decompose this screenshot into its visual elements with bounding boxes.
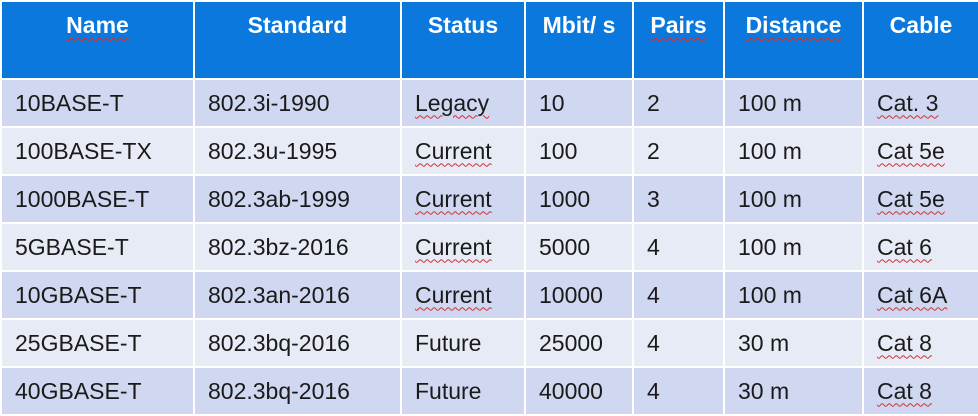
- cell-cable: Cat. 3: [862, 78, 978, 128]
- cell-distance: 30 m: [723, 318, 864, 368]
- cell-standard: 802.3i-1990: [193, 78, 402, 128]
- cell-mbits: 100: [524, 126, 634, 176]
- cell-name: 10GBASE-T: [0, 270, 195, 320]
- header-name: Name: [0, 0, 195, 80]
- header-cable: Cable: [862, 0, 978, 80]
- cell-name: 1000BASE-T: [0, 174, 195, 224]
- cell-status: Current: [400, 126, 526, 176]
- cell-name: 5GBASE-T: [0, 222, 195, 272]
- header-status: Status: [400, 0, 526, 80]
- cell-distance: 100 m: [723, 126, 864, 176]
- cell-pairs: 4: [632, 366, 725, 416]
- cell-cable: Cat 5e: [862, 126, 978, 176]
- cell-distance: 100 m: [723, 222, 864, 272]
- cell-status: Future: [400, 318, 526, 368]
- cell-mbits: 25000: [524, 318, 634, 368]
- header-standard: Standard: [193, 0, 402, 80]
- cell-mbits: 10: [524, 78, 634, 128]
- table-row: 10BASE-T 802.3i-1990 Legacy 10 2 100 m C…: [0, 78, 978, 128]
- cell-distance: 30 m: [723, 366, 864, 416]
- cell-cable: Cat 5e: [862, 174, 978, 224]
- cell-standard: 802.3u-1995: [193, 126, 402, 176]
- cell-name: 10BASE-T: [0, 78, 195, 128]
- table-row: 25GBASE-T 802.3bq-2016 Future 25000 4 30…: [0, 318, 978, 368]
- cell-distance: 100 m: [723, 78, 864, 128]
- header-mbits: Mbit/ s: [524, 0, 634, 80]
- table-row: 100BASE-TX 802.3u-1995 Current 100 2 100…: [0, 126, 978, 176]
- cell-pairs: 2: [632, 78, 725, 128]
- cell-cable: Cat 6: [862, 222, 978, 272]
- header-pairs: Pairs: [632, 0, 725, 80]
- table-row: 5GBASE-T 802.3bz-2016 Current 5000 4 100…: [0, 222, 978, 272]
- cell-status: Future: [400, 366, 526, 416]
- cell-status: Current: [400, 270, 526, 320]
- cell-name: 40GBASE-T: [0, 366, 195, 416]
- cell-pairs: 4: [632, 222, 725, 272]
- table-row: 40GBASE-T 802.3bq-2016 Future 40000 4 30…: [0, 366, 978, 416]
- cell-pairs: 3: [632, 174, 725, 224]
- header-row: Name Standard Status Mbit/ s Pairs Dista…: [0, 0, 978, 80]
- cell-status: Current: [400, 222, 526, 272]
- table-row: 1000BASE-T 802.3ab-1999 Current 1000 3 1…: [0, 174, 978, 224]
- cell-status: Legacy: [400, 78, 526, 128]
- cell-standard: 802.3bz-2016: [193, 222, 402, 272]
- table-row: 10GBASE-T 802.3an-2016 Current 10000 4 1…: [0, 270, 978, 320]
- cell-status: Current: [400, 174, 526, 224]
- cell-mbits: 40000: [524, 366, 634, 416]
- cell-standard: 802.3bq-2016: [193, 318, 402, 368]
- cell-distance: 100 m: [723, 174, 864, 224]
- cell-pairs: 4: [632, 270, 725, 320]
- cell-distance: 100 m: [723, 270, 864, 320]
- cell-mbits: 5000: [524, 222, 634, 272]
- cell-standard: 802.3ab-1999: [193, 174, 402, 224]
- cell-standard: 802.3bq-2016: [193, 366, 402, 416]
- cell-pairs: 2: [632, 126, 725, 176]
- cell-name: 100BASE-TX: [0, 126, 195, 176]
- cell-cable: Cat 8: [862, 366, 978, 416]
- cell-mbits: 1000: [524, 174, 634, 224]
- cell-name: 25GBASE-T: [0, 318, 195, 368]
- cell-cable: Cat 6A: [862, 270, 978, 320]
- cell-standard: 802.3an-2016: [193, 270, 402, 320]
- header-distance: Distance: [723, 0, 864, 80]
- cell-pairs: 4: [632, 318, 725, 368]
- cell-mbits: 10000: [524, 270, 634, 320]
- cell-cable: Cat 8: [862, 318, 978, 368]
